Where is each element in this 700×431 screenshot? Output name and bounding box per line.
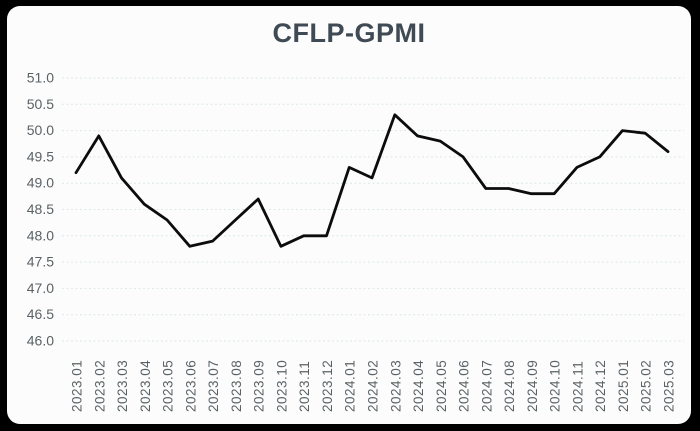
x-axis-tick-label: 2024.07: [479, 360, 494, 412]
x-axis-tick-label: 2023.11: [297, 361, 312, 412]
x-axis-tick-label: 2024.06: [457, 360, 472, 412]
x-axis-tick-label: 2023.08: [229, 360, 244, 412]
x-axis-tick-label: 2024.10: [548, 360, 563, 412]
data-line: [74, 113, 670, 248]
x-axis-tick-label: 2023.03: [115, 360, 130, 412]
x-axis-tick-label: 2024.12: [593, 360, 608, 412]
x-axis-tick-label: 2024.11: [570, 361, 585, 412]
x-axis-tick-label: 2024.03: [388, 360, 403, 412]
y-axis-tick-label: 51.0: [27, 70, 54, 86]
x-axis-tick-label: 2023.06: [183, 360, 198, 412]
y-axis-tick-label: 49.5: [27, 148, 54, 164]
x-axis-tick-label: 2025.01: [616, 360, 631, 412]
x-axis-tick-label: 2023.10: [274, 360, 289, 412]
x-axis-tick-label: 2024.09: [525, 360, 540, 412]
x-axis-tick-label: 2023.07: [206, 360, 221, 412]
x-axis-tick-label: 2024.01: [343, 360, 358, 412]
chart-title: CFLP-GPMI: [272, 18, 426, 48]
x-axis-tick-label: 2024.04: [411, 360, 426, 412]
y-axis-tick-label: 47.0: [27, 280, 54, 296]
x-axis-tick-label: 2024.02: [366, 360, 381, 412]
y-axis-tick-label: 48.0: [27, 227, 54, 243]
chart-svg: 51.0 50.5 50.0 49.5 49.0 48.5 48.0 47.5 47.0 46.5…: [27, 70, 684, 412]
x-axis-tick-label: 2024.05: [434, 360, 449, 412]
y-axis-tick-label: 47.5: [27, 254, 54, 270]
x-axis-tick-label: 2023.01: [70, 360, 85, 412]
x-axis-tick-label: 2025.02: [639, 360, 654, 412]
x-axis-tick-label: 2023.12: [320, 360, 335, 412]
x-axis-tick-label: 2023.05: [161, 360, 176, 412]
y-axis-tick-label: 46.0: [27, 333, 54, 349]
x-axis-tick-label: 2023.02: [92, 360, 107, 412]
chart-card: CFLP-GPMI 51.0 50.5 50.0 49.5 49.0 48.5 48.0 47…: [7, 6, 691, 424]
x-axis-tick-label: 2023.09: [252, 360, 267, 412]
y-axis-tick-label: 48.5: [27, 201, 54, 217]
y-axis-tick-label: 46.5: [27, 306, 54, 322]
y-axis-tick-label: 50.0: [27, 122, 54, 138]
x-axis-tick-label: 2025.03: [662, 360, 677, 412]
x-axis-tick-label: 2024.08: [502, 360, 517, 412]
y-axis-tick-label: 49.0: [27, 175, 54, 191]
y-axis-tick-label: 50.5: [27, 96, 54, 112]
x-axis-tick-label: 2023.04: [138, 360, 153, 412]
